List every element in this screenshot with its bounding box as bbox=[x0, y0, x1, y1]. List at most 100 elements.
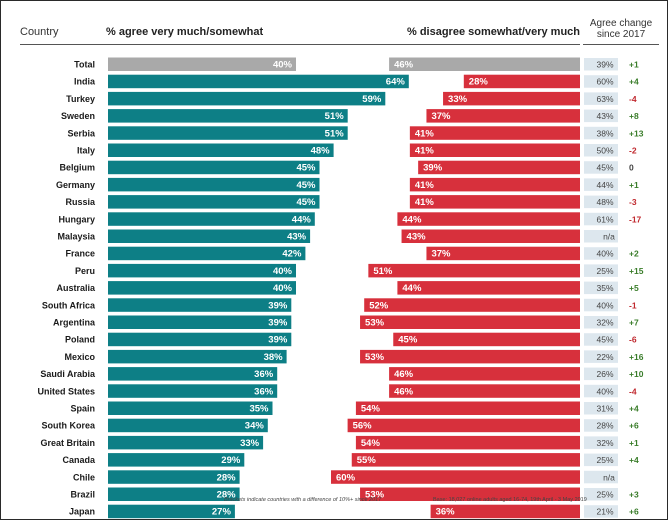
disagree-bar-hungary bbox=[397, 212, 580, 226]
country-label-chile: Chile bbox=[73, 472, 95, 482]
previous-value-malaysia: n/a bbox=[603, 232, 615, 242]
previous-value-south-korea: 28% bbox=[596, 421, 613, 431]
change-value-south-africa: -1 bbox=[629, 300, 637, 310]
country-label-japan: Japan bbox=[69, 507, 95, 517]
change-header-line1: Agree change bbox=[589, 18, 653, 29]
agree-bar-malaysia bbox=[108, 229, 311, 243]
country-label-malaysia: Malaysia bbox=[57, 232, 96, 242]
agree-bar-italy bbox=[108, 143, 334, 157]
change-value-total: +1 bbox=[629, 60, 639, 70]
agree-bar-india bbox=[108, 74, 409, 89]
previous-value-turkey: 63% bbox=[596, 94, 613, 104]
change-box-peru bbox=[584, 264, 618, 277]
disagree-bar-belgium bbox=[418, 160, 580, 175]
disagree-value-italy: 41% bbox=[415, 146, 435, 157]
change-value-germany: +1 bbox=[629, 180, 639, 190]
country-label-united-states: United States bbox=[37, 386, 95, 396]
disagree-value-india: 28% bbox=[469, 77, 489, 88]
country-label-mexico: Mexico bbox=[64, 352, 95, 362]
disagree-value-serbia: 41% bbox=[415, 128, 435, 139]
agree-value-australia: 40% bbox=[273, 283, 293, 294]
country-label-hungary: Hungary bbox=[58, 214, 95, 224]
disagree-bar-canada bbox=[351, 453, 580, 467]
disagree-value-hungary: 44% bbox=[402, 214, 422, 225]
disagree-bar-chile bbox=[331, 470, 580, 484]
disagree-value-total: 46% bbox=[394, 60, 414, 71]
footnote-brackets: Brackets indicate countries with a diffe… bbox=[224, 497, 382, 503]
previous-value-canada: 25% bbox=[596, 455, 613, 465]
agree-value-south-korea: 34% bbox=[245, 421, 265, 432]
disagree-bar-malaysia bbox=[401, 229, 580, 243]
disagree-bar-japan bbox=[430, 504, 580, 519]
change-box-argentina bbox=[584, 316, 618, 329]
footnote-base: Base: 18,027 online adults aged 16-74, 1… bbox=[433, 497, 587, 503]
change-value-great-britain: +1 bbox=[629, 438, 639, 448]
agree-value-italy: 48% bbox=[311, 146, 331, 157]
disagree-value-mexico: 53% bbox=[365, 352, 385, 363]
change-box-russia bbox=[584, 195, 618, 209]
previous-value-india: 60% bbox=[596, 77, 613, 87]
disagree-bar-australia bbox=[397, 281, 580, 295]
agree-bar-japan bbox=[108, 504, 235, 519]
agree-value-great-britain: 33% bbox=[240, 438, 260, 449]
agree-bar-south-africa bbox=[108, 298, 292, 312]
change-value-south-korea: +6 bbox=[629, 421, 639, 431]
country-label-canada: Canada bbox=[62, 455, 96, 465]
previous-value-germany: 44% bbox=[596, 180, 613, 190]
country-label-poland: Poland bbox=[65, 335, 95, 345]
country-label-saudi-arabia: Saudi Arabia bbox=[40, 369, 96, 379]
agree-value-india: 64% bbox=[386, 77, 406, 88]
agree-value-south-africa: 39% bbox=[268, 300, 288, 311]
disagree-bar-serbia bbox=[409, 126, 580, 140]
disagree-bar-south-africa bbox=[364, 298, 580, 312]
change-box-saudi-arabia bbox=[584, 367, 618, 381]
country-label-brazil: Brazil bbox=[70, 490, 95, 500]
agree-bar-brazil bbox=[108, 487, 240, 501]
previous-value-argentina: 32% bbox=[596, 318, 613, 328]
previous-value-great-britain: 32% bbox=[596, 438, 613, 448]
country-label-russia: Russia bbox=[65, 197, 96, 207]
change-value-serbia: +13 bbox=[629, 128, 644, 138]
disagree-bar-poland bbox=[393, 332, 580, 347]
header-divider bbox=[20, 44, 580, 45]
change-value-mexico: +16 bbox=[629, 352, 644, 362]
agree-bar-sweden bbox=[108, 109, 348, 123]
previous-value-south-africa: 40% bbox=[596, 300, 613, 310]
disagree-value-belgium: 39% bbox=[423, 163, 443, 174]
disagree-bar-sweden bbox=[426, 109, 580, 123]
country-label-italy: Italy bbox=[77, 146, 95, 156]
change-box-belgium bbox=[584, 161, 618, 174]
disagree-bar-germany bbox=[409, 177, 580, 192]
change-value-italy: -2 bbox=[629, 146, 637, 156]
change-value-australia: +5 bbox=[629, 283, 639, 293]
agree-value-malaysia: 43% bbox=[287, 232, 307, 243]
country-label-peru: Peru bbox=[75, 266, 95, 276]
change-header-divider bbox=[583, 44, 659, 45]
agree-bar-south-korea bbox=[108, 418, 268, 433]
change-box-poland bbox=[584, 333, 618, 346]
disagree-value-great-britain: 54% bbox=[361, 438, 381, 449]
change-header-line2: since 2017 bbox=[596, 29, 646, 40]
disagree-column-header: % disagree somewhat/very much bbox=[406, 26, 580, 38]
change-value-argentina: +7 bbox=[629, 318, 639, 328]
disagree-bar-south-korea bbox=[347, 418, 580, 433]
agree-bar-saudi-arabia bbox=[108, 367, 278, 381]
change-box-spain bbox=[584, 402, 618, 415]
change-value-hungary: -17 bbox=[629, 214, 642, 224]
change-value-saudi-arabia: +10 bbox=[629, 369, 644, 379]
country-label-serbia: Serbia bbox=[67, 128, 96, 138]
disagree-value-germany: 41% bbox=[415, 180, 435, 191]
change-box-serbia bbox=[584, 126, 618, 140]
change-box-hungary bbox=[584, 212, 618, 226]
change-box-germany bbox=[584, 178, 618, 191]
disagree-value-malaysia: 43% bbox=[407, 232, 427, 243]
disagree-bar-spain bbox=[355, 401, 580, 415]
country-label-sweden: Sweden bbox=[61, 111, 95, 121]
agree-value-turkey: 59% bbox=[362, 94, 382, 105]
country-label-india: India bbox=[74, 77, 96, 87]
agree-bar-poland bbox=[108, 332, 292, 347]
disagree-value-turkey: 33% bbox=[448, 94, 468, 105]
previous-value-poland: 45% bbox=[596, 335, 613, 345]
disagree-value-brazil: 53% bbox=[365, 490, 385, 501]
